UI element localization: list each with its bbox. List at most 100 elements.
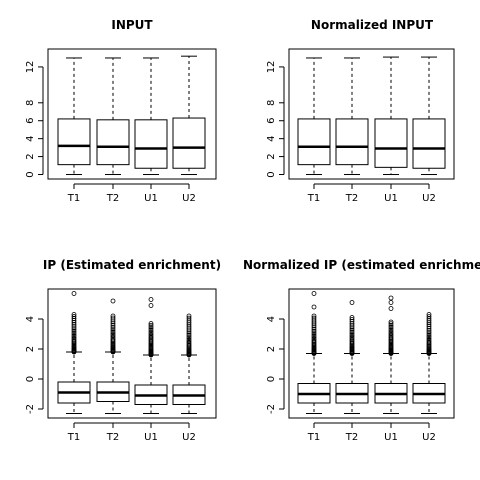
box-u2 [172, 55, 206, 176]
panel-normalized-input: Normalized INPUT 0 2 4 6 8 12 T1 T2 U1 U2 [266, 18, 455, 204]
outlier-point [148, 332, 154, 338]
y-tick-label: 2 [266, 153, 277, 159]
y-tick-label: 2 [25, 346, 36, 352]
y-tick-label: 8 [25, 100, 36, 106]
outlier-point [426, 331, 432, 337]
outlier-point [110, 328, 116, 333]
outlier-point [388, 295, 394, 301]
outlier-point [349, 329, 355, 335]
outlier-point [71, 291, 77, 296]
outlier-point [311, 338, 317, 343]
outlier-point [71, 327, 77, 333]
y-tick-label: 6 [25, 118, 36, 124]
outlier-point [71, 332, 77, 337]
y-tick-label: 8 [266, 100, 277, 106]
y-tick-label: 4 [25, 316, 36, 322]
x-tick-label: T1 [67, 432, 80, 443]
x-tick-label: U2 [182, 193, 196, 204]
outlier-point [426, 312, 432, 317]
outlier-point [148, 330, 154, 336]
marks-ip: -2 0 2 4 T1 T2 U1 U2 [25, 291, 206, 443]
y-tick-label: 0 [266, 376, 277, 382]
marks-input: 0 2 4 6 8 12 T1 T2 U1 U2 [25, 55, 206, 204]
outlier-point [388, 326, 394, 332]
box-u1 [134, 57, 168, 176]
outlier-point [148, 326, 154, 331]
outlier-point [388, 300, 394, 305]
outlier-point [349, 332, 355, 338]
outlier-point [148, 321, 154, 326]
x-tick-label: U1 [144, 193, 158, 204]
box-u2 [412, 312, 446, 414]
x-tick-label: U2 [422, 432, 436, 443]
panel-normalized-ip: Normalized IP (estimated enrichme -2 0 2 4 T… [243, 258, 480, 443]
outlier-point [311, 332, 317, 337]
x-tick-label: T1 [67, 193, 80, 204]
y-tick-label: 0 [25, 171, 36, 177]
outlier-point [71, 333, 77, 339]
outlier-point [311, 328, 317, 334]
x-tick-label: T1 [307, 432, 320, 443]
plot-frame-ip [47, 288, 217, 419]
panel-input: INPUT 0 2 4 6 8 12 T1 T2 U1 U2 [25, 18, 217, 204]
box-u1 [374, 56, 408, 176]
outlier-point [311, 291, 317, 296]
outlier-point [349, 331, 355, 337]
x-tick-label: T1 [307, 193, 320, 204]
y-tick-label: 2 [25, 153, 36, 159]
plot-frame-normalized-input [288, 48, 455, 180]
panel-ip: IP (Estimated enrichment) -2 0 2 4 T1 T2 U1 U2 [25, 258, 221, 443]
outlier-point [349, 327, 355, 333]
outlier-point [110, 326, 116, 332]
outlier-point [71, 335, 77, 340]
outlier-point [311, 335, 317, 340]
y-tick-label: 6 [266, 118, 277, 124]
outlier-point [148, 333, 154, 339]
box-t1 [297, 57, 331, 176]
box-iqr [172, 117, 206, 169]
outlier-point [186, 339, 192, 344]
x-tick-label: T2 [345, 432, 358, 443]
box-t2 [335, 300, 369, 414]
box-t1 [57, 57, 91, 176]
y-tick-label: 4 [25, 135, 36, 141]
box-t2 [96, 298, 130, 414]
outlier-point [388, 327, 394, 333]
x-tick-label: U1 [384, 193, 398, 204]
outlier-point [148, 324, 154, 330]
outlier-point [110, 334, 116, 340]
outlier-point [388, 321, 394, 327]
outlier-point [349, 326, 355, 332]
outlier-point [426, 337, 432, 343]
outlier-point [388, 323, 394, 328]
outlier-point [311, 304, 317, 310]
box-iqr [297, 118, 331, 166]
outlier-point [388, 330, 394, 336]
y-tick-label: 0 [25, 376, 36, 382]
marks-normalized-input: 0 2 4 6 8 12 T1 T2 U1 U2 [266, 56, 446, 204]
outlier-point [186, 334, 192, 340]
plot-frame-input [47, 48, 217, 180]
outlier-point [110, 315, 116, 321]
box-t1 [57, 291, 91, 414]
panel-title-ip: IP (Estimated enrichment) [43, 258, 221, 272]
outlier-point [110, 298, 116, 304]
outlier-point [349, 315, 355, 320]
outlier-point [426, 329, 432, 335]
outlier-point [349, 334, 355, 340]
outlier-point [311, 313, 317, 319]
box-iqr [96, 119, 130, 166]
outlier-point [426, 336, 432, 341]
outlier-point [148, 322, 154, 328]
x-tick-label: T2 [106, 193, 119, 204]
outlier-point [148, 329, 154, 335]
outlier-point [349, 335, 355, 341]
outlier-point [186, 315, 192, 321]
outlier-point [426, 334, 432, 340]
y-tick-label: 2 [266, 346, 277, 352]
outlier-point [148, 327, 154, 333]
outlier-point [71, 314, 77, 319]
box-t1 [297, 291, 331, 414]
outlier-point [71, 330, 77, 336]
outlier-point [186, 336, 192, 341]
